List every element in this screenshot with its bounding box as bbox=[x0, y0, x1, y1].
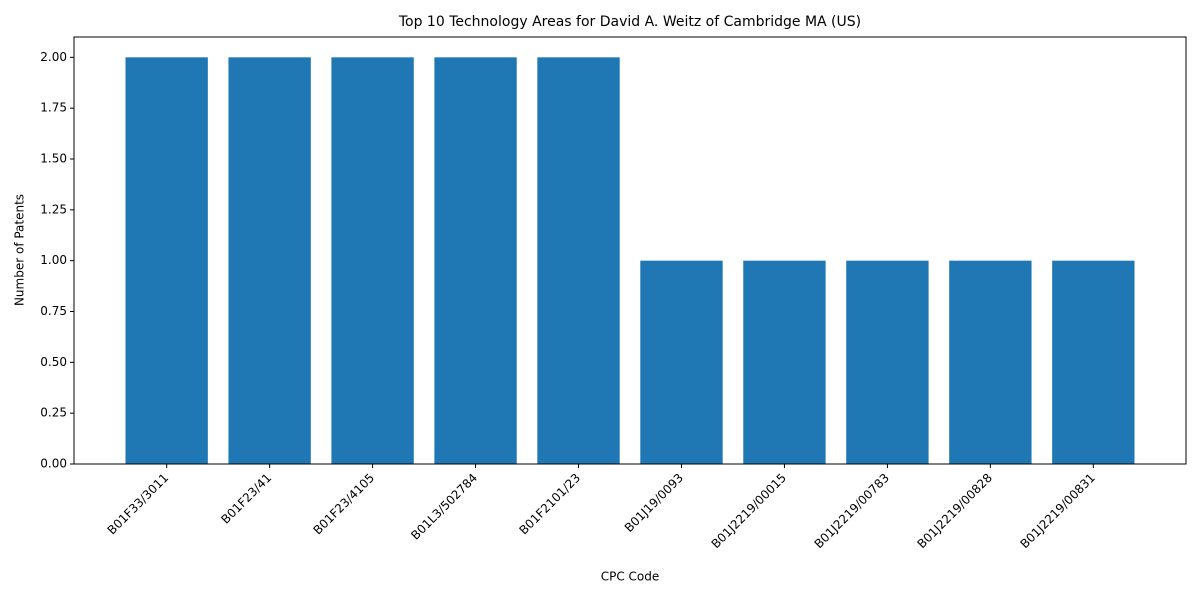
x-tick-label: B01J2219/00831 bbox=[1017, 471, 1097, 551]
y-tick-label: 0.25 bbox=[40, 406, 67, 420]
bar bbox=[846, 261, 928, 464]
y-tick-label: 0.00 bbox=[40, 457, 67, 471]
chart-title: Top 10 Technology Areas for David A. Wei… bbox=[398, 14, 861, 30]
x-tick-label: B01J2219/00783 bbox=[812, 471, 892, 551]
x-tick-label: B01F33/3011 bbox=[105, 471, 172, 538]
x-tick-label: B01J2219/00828 bbox=[915, 471, 995, 551]
y-tick-label: 1.25 bbox=[40, 202, 67, 216]
bar bbox=[125, 57, 207, 464]
x-tick-label: B01J19/0093 bbox=[622, 471, 686, 535]
y-tick-label: 0.50 bbox=[40, 355, 67, 369]
bar bbox=[743, 261, 825, 464]
bar bbox=[331, 57, 413, 464]
bar bbox=[434, 57, 516, 464]
x-tick-label: B01F23/41 bbox=[218, 471, 274, 527]
bar bbox=[228, 57, 310, 464]
chart: Top 10 Technology Areas for David A. Wei… bbox=[0, 0, 1200, 600]
x-tick-label: B01F23/4105 bbox=[311, 471, 378, 538]
bar bbox=[1052, 261, 1134, 464]
y-tick-label: 1.75 bbox=[40, 101, 67, 115]
x-tick-label: B01F2101/23 bbox=[516, 471, 583, 538]
bar bbox=[537, 57, 619, 464]
bar bbox=[949, 261, 1031, 464]
y-tick-label: 0.75 bbox=[40, 304, 67, 318]
y-tick-label: 2.00 bbox=[40, 50, 67, 64]
x-tick-label: B01L3/502784 bbox=[408, 471, 480, 543]
x-axis-label: CPC Code bbox=[601, 570, 660, 584]
x-tick-label: B01J2219/00015 bbox=[709, 471, 789, 551]
y-tick-label: 1.00 bbox=[40, 253, 67, 267]
y-axis-label: Number of Patents bbox=[13, 194, 27, 306]
y-tick-label: 1.50 bbox=[40, 152, 67, 166]
bar bbox=[640, 261, 722, 464]
